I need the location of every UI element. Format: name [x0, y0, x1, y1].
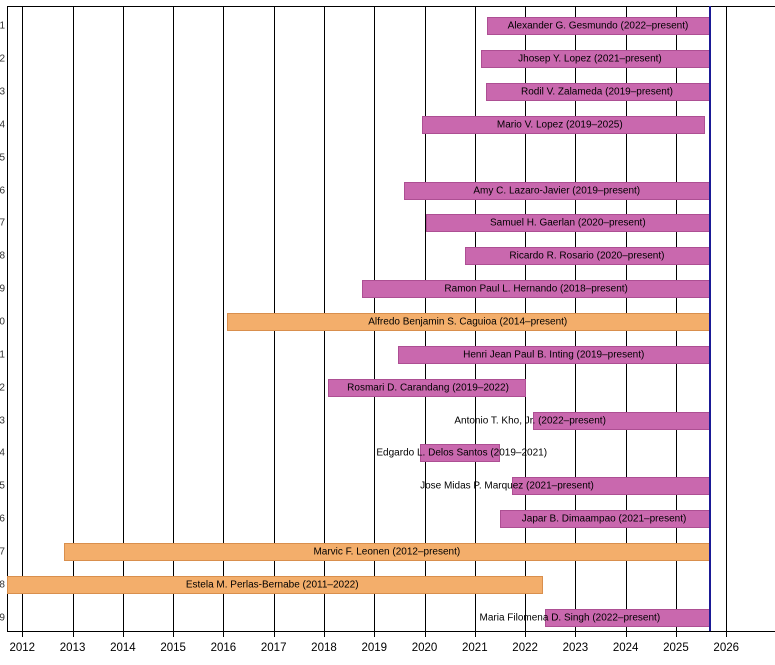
- justice-label: Amy C. Lazaro-Javier (2019–present): [473, 185, 641, 197]
- axis-tick: [223, 631, 225, 637]
- axis-tick: [323, 631, 325, 637]
- justice-label: Samuel H. Gaerlan (2020–present): [490, 217, 646, 229]
- justice-label: Alexander G. Gesmundo (2022–present): [507, 20, 689, 32]
- axis-tick-label: 2021: [462, 642, 488, 654]
- justice-label: Japar B. Dimaampao (2021–present): [521, 513, 687, 525]
- year-gridline: [726, 6, 728, 631]
- axis-tick: [122, 631, 124, 637]
- plot-top-border: [7, 6, 775, 7]
- y-axis-row-number: 3: [0, 86, 5, 98]
- axis-tick-label: 2025: [663, 642, 689, 654]
- axis-tick-label: 2026: [713, 642, 740, 654]
- axis-tick-label: 2012: [9, 642, 36, 654]
- y-axis-row-number: 10: [0, 316, 5, 328]
- axis-tick: [525, 631, 527, 637]
- y-axis-row-number: 16: [0, 513, 5, 525]
- justice-label: Edgardo L. Delos Santos (2019–2021): [376, 447, 548, 459]
- justice-label: Alfredo Benjamin S. Caguioa (2014–presen…: [368, 316, 568, 328]
- axis-tick: [374, 631, 376, 637]
- axis-tick: [22, 631, 24, 637]
- y-axis-row-number: 2: [0, 53, 5, 65]
- y-axis-row-number: 18: [0, 579, 5, 591]
- y-axis-row-number: 6: [0, 185, 5, 197]
- year-gridline: [22, 6, 24, 631]
- justice-label: Jhosep Y. Lopez (2021–present): [518, 53, 662, 65]
- axis-tick-label: 2016: [210, 642, 237, 654]
- axis-tick: [474, 631, 476, 637]
- justice-label: Henri Jean Paul B. Inting (2019–present): [463, 349, 645, 361]
- present-marker-line: [709, 6, 712, 631]
- y-axis-row-number: 8: [0, 250, 5, 262]
- justice-label: Ramon Paul L. Hernando (2018–present): [444, 283, 628, 295]
- plot-left-border: [7, 6, 8, 631]
- axis-tick-label: 2017: [260, 642, 287, 654]
- tenure-bar: [7, 575, 544, 594]
- axis-tick: [72, 631, 74, 637]
- justice-label: Jose Midas P. Marquez (2021–present): [420, 480, 594, 492]
- x-axis-line: [7, 631, 775, 632]
- y-axis-row-number: 9: [0, 283, 5, 295]
- y-axis-row-number: 14: [0, 447, 5, 459]
- justice-label: Rosmari D. Carandang (2019–2022): [347, 382, 509, 394]
- justice-label: Rodil V. Zalameda (2019–present): [521, 86, 673, 98]
- y-axis-row-number: 13: [0, 415, 5, 426]
- tenure-bar: [328, 378, 526, 397]
- year-gridline: [72, 6, 74, 631]
- tenure-bar: [422, 115, 706, 134]
- axis-tick-label: 2014: [110, 642, 136, 654]
- axis-tick-label: 2013: [59, 642, 86, 654]
- justice-label: Maria Filomena D. Singh (2022–present): [479, 612, 661, 624]
- y-axis-row-number: 19: [0, 612, 5, 624]
- axis-tick-label: 2018: [311, 642, 337, 654]
- y-axis-row-number: 17: [0, 546, 5, 558]
- axis-tick: [575, 631, 577, 637]
- justice-label: Ricardo R. Rosario (2020–present): [509, 250, 665, 262]
- y-axis-row-number: 5: [0, 152, 5, 164]
- axis-tick-label: 2020: [411, 642, 438, 654]
- axis-tick: [625, 631, 627, 637]
- axis-tick-label: 2024: [612, 642, 639, 654]
- tenure-bar: [420, 444, 500, 463]
- justice-label: Mario V. Lopez (2019–2025): [496, 119, 623, 131]
- y-axis-row-number: 4: [0, 119, 5, 131]
- axis-tick: [273, 631, 275, 637]
- axis-tick-label: 2022: [512, 642, 538, 654]
- y-axis-row-number: 12: [0, 382, 5, 394]
- y-axis-row-number: 7: [0, 217, 5, 229]
- axis-tick: [173, 631, 175, 637]
- y-axis-row-number: 11: [0, 349, 5, 361]
- justice-label: Marvic F. Leonen (2012–present): [313, 546, 461, 558]
- axis-tick: [675, 631, 677, 637]
- y-axis-row-number: 1: [0, 20, 5, 32]
- year-gridline: [223, 6, 225, 631]
- year-gridline: [173, 6, 175, 631]
- axis-tick: [424, 631, 426, 637]
- axis-tick-label: 2023: [562, 642, 589, 654]
- axis-tick-label: 2019: [361, 642, 388, 654]
- year-gridline: [122, 6, 124, 631]
- axis-tick-label: 2015: [160, 642, 186, 654]
- axis-tick: [726, 631, 728, 637]
- justice-label: Antonio T. Kho, Jr. (2022–present): [454, 415, 606, 426]
- justice-label: Estela M. Perlas-Bernabe (2011–2022): [185, 579, 359, 591]
- y-axis-row-number: 15: [0, 480, 5, 492]
